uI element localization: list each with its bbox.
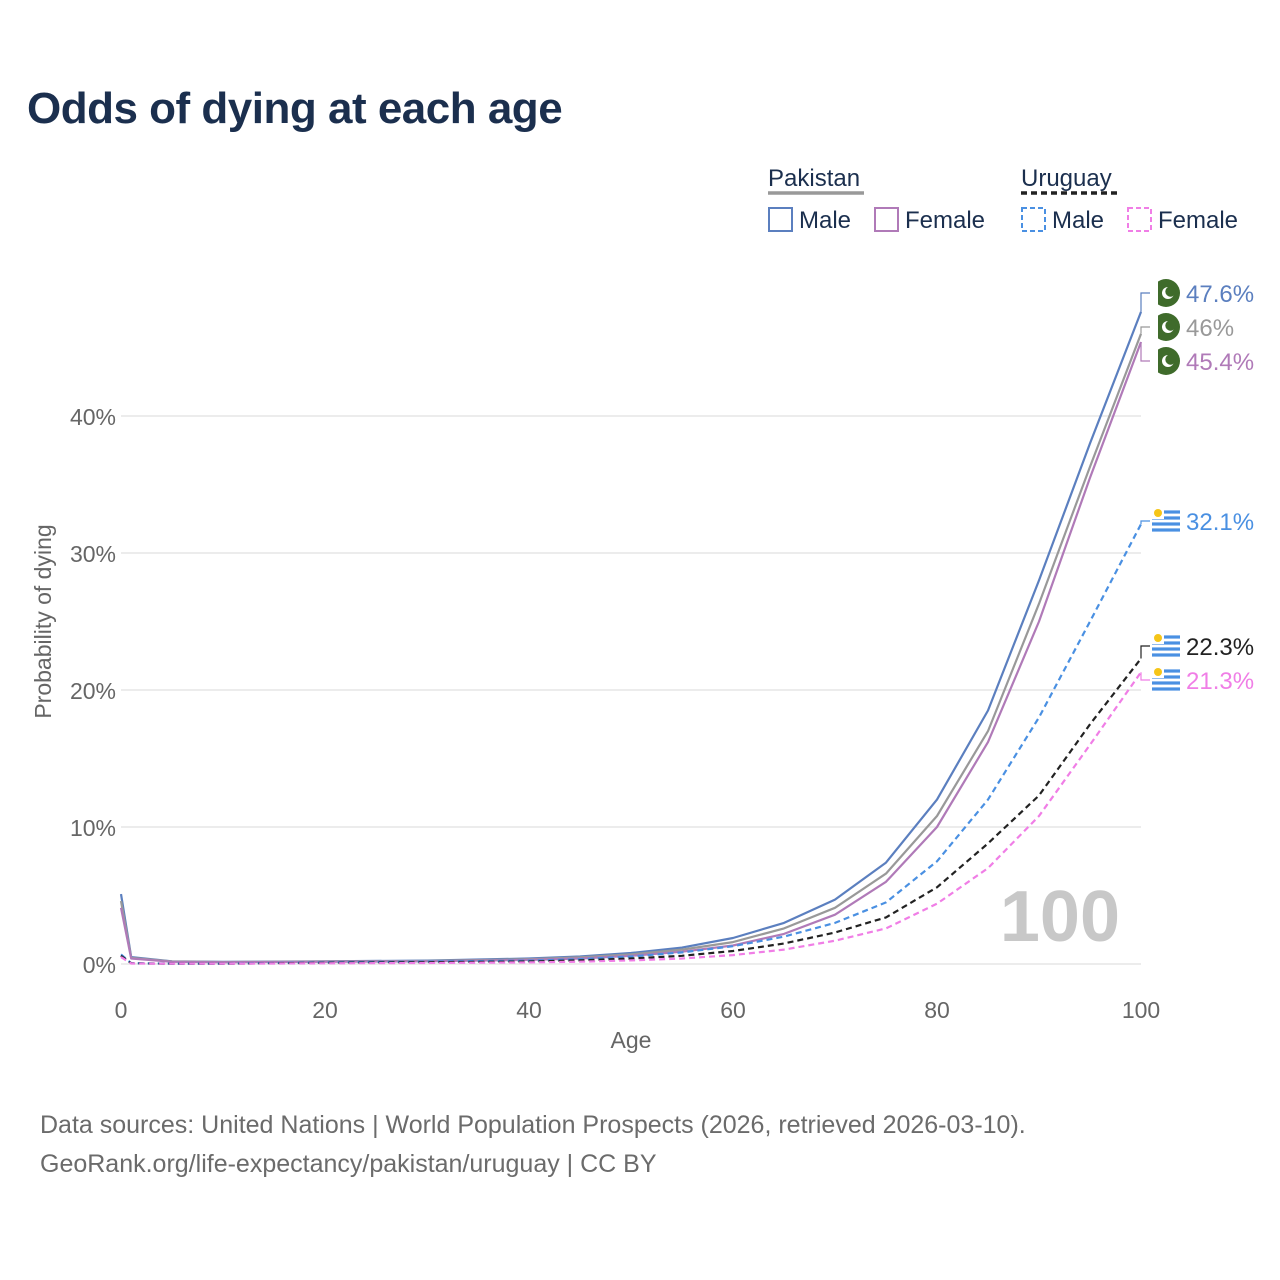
uruguay-flag-stripe [1152,675,1180,679]
uruguay-flag-stripe [1152,510,1180,514]
uruguay-flag-stripe [1152,653,1180,657]
y-tick-label: 40% [70,404,116,430]
source-line-1: Data sources: United Nations | World Pop… [40,1111,1026,1139]
year-watermark: 100 [1000,877,1120,957]
crescent-cut [1165,354,1176,365]
x-tick-label: 100 [1122,997,1160,1023]
end-label-leader [1140,342,1150,362]
x-tick-label: 0 [115,997,128,1023]
pakistan-flag-stripe [1152,347,1158,375]
y-tick-label: 10% [70,815,116,841]
series-line-uruguay-total [120,657,1142,965]
y-tick-label: 20% [70,678,116,704]
sun-icon [1154,509,1162,517]
uruguay-flag-stripe [1152,681,1180,685]
end-label-value: 47.6% [1186,281,1254,308]
end-label-value: 21.3% [1186,668,1254,695]
pakistan-flag-stripe [1152,313,1158,341]
end-label-leader [1140,326,1150,334]
axis-layer: 0% 10% 20% 30% 40% 0 20 40 60 80 100 Age Probability… [30,404,1160,1053]
sun-icon [1154,668,1162,676]
end-label-leader [1140,520,1150,525]
uruguay-flag-stripe [1152,528,1180,532]
legend-swatch-uruguay-male [1021,207,1046,232]
end-label-leader [1140,292,1150,312]
uruguay-flag-stripe [1152,522,1180,526]
legend-label: Male [799,207,851,234]
y-axis-title: Probability of dying [30,524,56,718]
crescent-cut [1165,320,1176,331]
legend-country-pakistan: Pakistan [768,165,860,192]
uruguay-flag-stripe [1152,635,1180,639]
source-note: Data sources: United Nations | World Pop… [40,1106,1026,1184]
pakistan-flag-stripe [1152,279,1158,307]
end-label-value: 22.3% [1186,634,1254,661]
x-tick-label: 20 [312,997,338,1023]
grid-layer [121,415,1141,965]
end-label-value: 32.1% [1186,509,1254,536]
end-label-leader [1140,672,1150,681]
uruguay-flag-stripe [1152,516,1180,520]
y-tick-label: 30% [70,541,116,567]
legend-country-uruguay: Uruguay [1021,165,1112,192]
legend-label: Male [1052,207,1104,234]
uruguay-flag-stripe [1152,687,1180,691]
crescent-cut [1165,286,1176,297]
end-label-layer: 47.6% 46% 45.4% 32.1% 22.3% 21.3% [1140,279,1254,695]
uruguay-flag-stripe [1152,647,1180,651]
sun-icon [1154,634,1162,642]
source-line-2: GeoRank.org/life-expectancy/pakistan/uru… [40,1150,657,1178]
legend: Pakistan Male Female Uruguay Male Female [768,165,1238,234]
chart-title: Odds of dying at each age [27,84,563,133]
series-line-pakistan-female [119,341,1143,964]
series-line-pakistan-total [119,333,1143,964]
legend-swatch-pakistan-female [874,207,899,232]
series-line-uruguay-female [120,671,1142,965]
x-tick-label: 80 [924,997,950,1023]
end-label-value: 46% [1186,315,1234,342]
series-layer [119,311,1143,965]
end-label-value: 45.4% [1186,349,1254,376]
y-tick-label: 0% [83,952,116,978]
x-axis-title: Age [611,1027,652,1053]
legend-label: Female [1158,207,1238,234]
uruguay-flag-stripe [1152,641,1180,645]
legend-swatch-uruguay-female [1127,207,1152,232]
end-label-leader [1140,645,1150,659]
series-line-pakistan-male [119,311,1143,963]
x-tick-label: 60 [720,997,746,1023]
uruguay-flag-stripe [1152,669,1180,673]
legend-swatch-pakistan-male [768,207,793,232]
x-tick-label: 40 [516,997,542,1023]
legend-label: Female [905,207,985,234]
